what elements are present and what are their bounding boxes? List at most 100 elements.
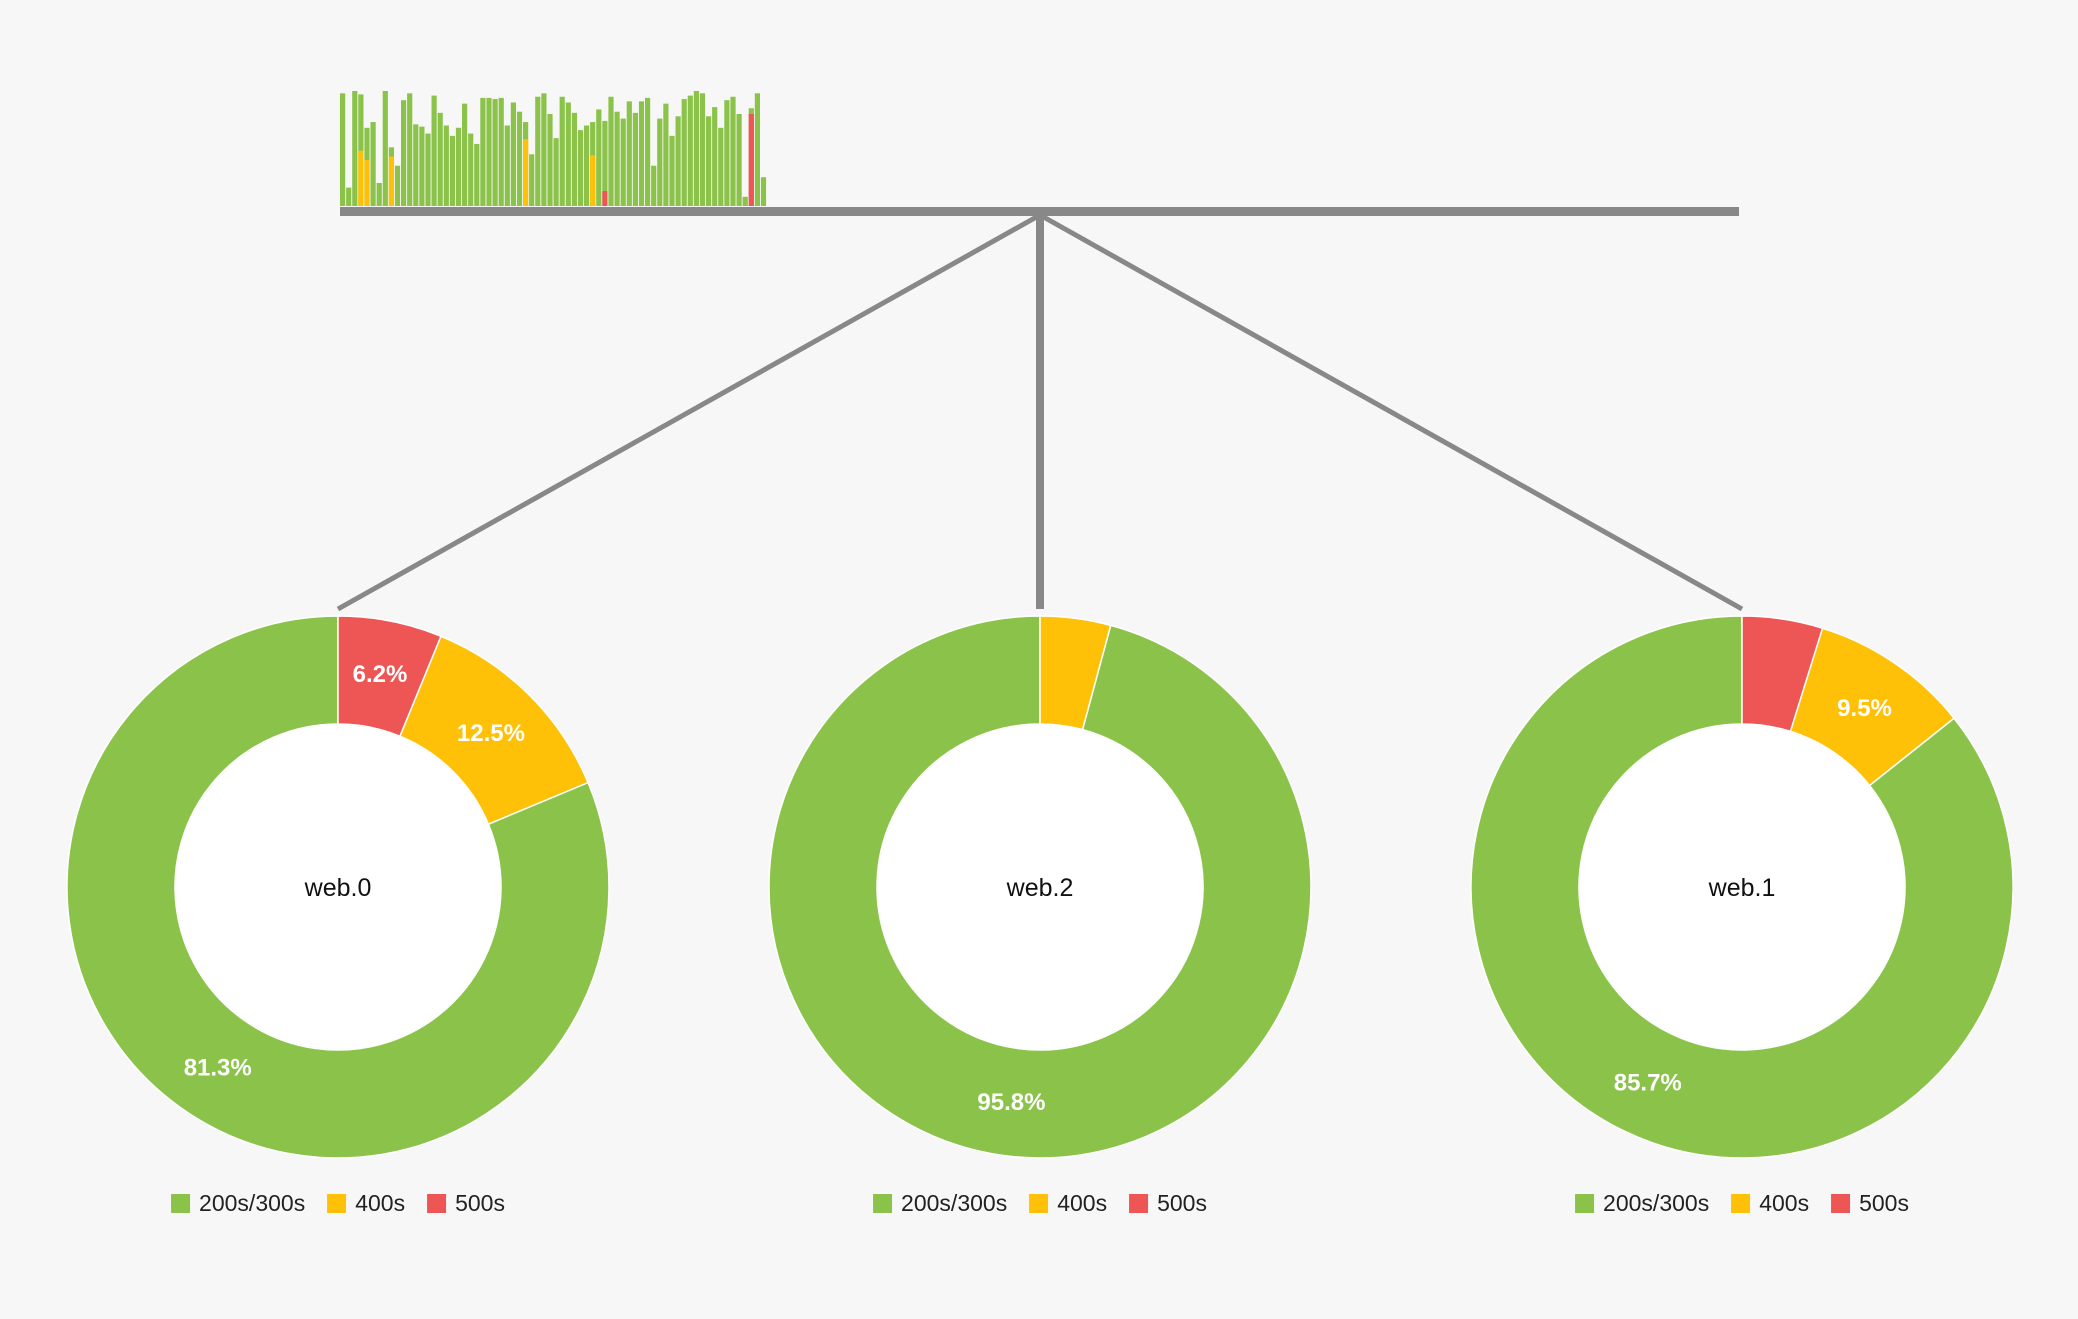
donut-center-label: web.2 (1006, 874, 1074, 902)
legend-swatch (1731, 1194, 1751, 1213)
legend-label: 400s (1057, 1190, 1108, 1216)
ok-bar (340, 93, 346, 206)
ok-bar (559, 96, 565, 206)
connector-lines (336, 212, 1744, 612)
ok-bar (541, 93, 547, 206)
ok-bar (529, 154, 535, 206)
legend-swatch (327, 1194, 347, 1213)
legend-item: 200s/300s (1575, 1190, 1709, 1217)
ok-bar (535, 96, 541, 206)
ok-bar (401, 100, 407, 206)
client_error-bar (523, 139, 529, 206)
ok-bar (626, 101, 632, 206)
ok-bar (455, 127, 462, 206)
ok-bar (706, 116, 712, 206)
ok-bar (760, 177, 767, 206)
ok-bar (504, 125, 510, 206)
ok-bar (425, 133, 431, 206)
client_error-bar (590, 155, 596, 206)
legend: 200s/300s 400s 500s (1564, 1190, 1920, 1217)
legend-label: 500s (1157, 1190, 1207, 1216)
slice-label: 85.7% (1614, 1069, 1682, 1096)
connector-line (1038, 212, 1744, 612)
ok-slice (66, 615, 610, 1159)
ok-bar (480, 97, 486, 206)
legend-label: 400s (355, 1190, 406, 1216)
legend-label: 400s (1759, 1190, 1810, 1216)
ok-bar (712, 107, 718, 206)
client_error-bar (358, 150, 364, 206)
ok-bar (724, 100, 730, 206)
ok-bar (754, 93, 760, 206)
ok-bar (516, 111, 523, 206)
server_error-bar (602, 191, 608, 206)
ok-bar (645, 97, 651, 206)
slice-label: 95.8% (977, 1089, 1045, 1116)
legend-item: 400s (327, 1190, 405, 1217)
ok-bar (718, 127, 724, 206)
ok-bar (437, 112, 443, 206)
ok-bar (693, 91, 699, 206)
ok-bar (602, 120, 608, 206)
ok-bar (394, 165, 401, 206)
legend-label: 500s (1859, 1190, 1909, 1216)
legend-label: 200s/300s (1603, 1190, 1710, 1216)
ok-bar (431, 95, 437, 206)
server_error-bar (748, 114, 754, 206)
ok-bar (614, 111, 620, 206)
ok-bar (462, 103, 468, 206)
connector-line (336, 212, 1042, 612)
legend-swatch (1029, 1194, 1049, 1213)
client_error-slice (1039, 615, 1112, 731)
ok-bar (553, 138, 559, 206)
legend-swatch (1129, 1194, 1149, 1213)
ok-bar (584, 125, 590, 206)
ok-bar (571, 112, 577, 206)
ok-bar (468, 133, 474, 206)
ok-bar (620, 118, 626, 206)
ok-bar (699, 93, 706, 206)
ok-bar (687, 95, 693, 206)
ok-bar (730, 96, 736, 206)
ok-bar (419, 126, 425, 206)
ok-bar (486, 97, 492, 206)
ok-bar (492, 99, 498, 206)
ok-bar (632, 112, 638, 206)
server_error-slice (337, 615, 442, 738)
slice-label: 6.2% (353, 661, 408, 688)
ok-bar (663, 103, 669, 206)
legend-label: 200s/300s (199, 1190, 306, 1216)
ok-bar (376, 183, 382, 206)
ok-bar (681, 99, 687, 206)
slice-label: 81.3% (184, 1055, 252, 1082)
donut-center-label: web.0 (304, 874, 372, 902)
ok-bar (382, 91, 388, 206)
legend-swatch (1575, 1194, 1595, 1213)
ok-bar (413, 124, 419, 206)
legend-swatch (171, 1194, 191, 1213)
donut-web.0: 81.3% 12.5% 6.2% web.0 (66, 615, 610, 1159)
server_error-slice (1741, 615, 1824, 733)
legend-item: 200s/300s (873, 1190, 1007, 1217)
slice-label: 12.5% (457, 720, 525, 747)
ok-bar (407, 93, 413, 206)
donut-web.2: 95.8% web.2 (768, 615, 1312, 1159)
ok-bar (638, 101, 645, 206)
ok-bar (370, 122, 376, 206)
legend: 200s/300s 400s 500s (160, 1190, 516, 1217)
ok-bar (352, 91, 358, 206)
ok-bar (736, 114, 742, 206)
ok-bar (608, 96, 614, 206)
donut-hole (176, 725, 500, 1049)
donut-charts: 81.3% 12.5% 6.2% web.0 95.8% web.2 85.7% 9.5% we… (66, 615, 2014, 1159)
histogram-baseline (340, 207, 1739, 216)
ok-slice (768, 615, 1312, 1159)
client_error-slice (398, 635, 590, 826)
ok-bar (596, 109, 602, 206)
legend-swatch (427, 1194, 447, 1213)
ok-bar (443, 125, 449, 206)
donut-hole (1580, 725, 1904, 1049)
request-histogram (340, 91, 1739, 216)
